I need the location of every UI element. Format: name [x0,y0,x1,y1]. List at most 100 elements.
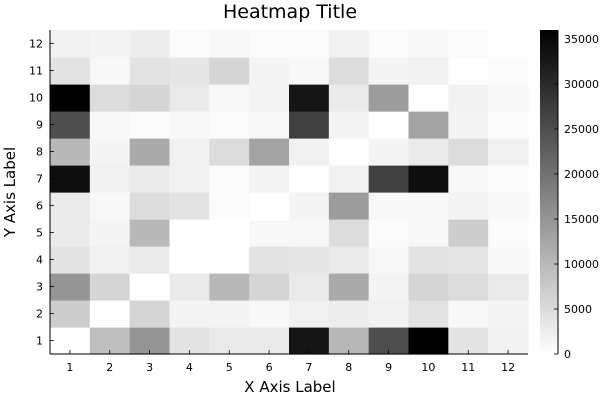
colorbar-gradient [540,30,558,354]
heatmap-cell [129,192,171,220]
heatmap-cell [129,111,171,139]
heatmap-cell [209,57,250,85]
heatmap-cell [249,273,290,301]
y-axis-label: Y Axis Label [1,147,19,238]
heatmap-cell [169,219,210,247]
heatmap-cell [328,138,370,166]
heatmap-cell [328,192,370,220]
heatmap-cell [249,165,290,193]
heatmap-cell [209,219,250,247]
y-tick-label: 2 [36,308,43,321]
heatmap-cell [368,246,410,274]
heatmap-cell [328,84,370,112]
heatmap-cell [89,192,131,220]
heatmap-cell [368,300,410,328]
heatmap-cell [169,57,210,85]
heatmap-cell [169,84,210,112]
heatmap-cell [50,138,91,166]
heatmap-cell [50,57,91,85]
heatmap-cells [50,30,529,355]
heatmap-cell [249,57,290,85]
heatmap-cell [209,111,250,139]
heatmap-cell [448,165,489,193]
heatmap-cell [50,111,91,139]
heatmap-cell [488,138,529,166]
heatmap-cell [488,192,529,220]
heatmap-cell [89,57,131,85]
heatmap-cell [169,192,210,220]
heatmap-cell [169,300,210,328]
x-axis-label: X Axis Label [244,378,335,396]
heatmap-cell [328,57,370,85]
y-tick-label: 3 [36,281,43,294]
heatmap-cell [169,165,210,193]
heatmap-cell [249,192,290,220]
heatmap-cell [249,246,290,274]
heatmap-cell [129,165,171,193]
heatmap-cell [488,165,529,193]
heatmap-cell [368,84,410,112]
heatmap-cell [209,165,250,193]
heatmap-cell [448,30,489,58]
heatmap-cell [89,300,131,328]
heatmap-cell [209,30,250,58]
y-tick-label: 1 [36,335,43,348]
heatmap-cell [408,138,449,166]
heatmap-cell [488,84,529,112]
heatmap-cell [448,138,489,166]
heatmap-cell [249,300,290,328]
colorbar-tick-label: 10000 [564,258,599,271]
heatmap-cell [289,165,330,193]
heatmap-cell [408,57,449,85]
x-tick-label: 11 [461,361,475,374]
heatmap-cell [249,84,290,112]
heatmap-cell [89,138,131,166]
heatmap-cell [328,300,370,328]
heatmap-cell [169,138,210,166]
colorbar-tick-label: 15000 [564,213,599,226]
heatmap-cell [448,273,489,301]
heatmap-cell [50,165,91,193]
heatmap-cell [50,273,91,301]
heatmap-cell [249,219,290,247]
heatmap-cell [488,300,529,328]
colorbar-tick-label: 30000 [564,78,599,91]
heatmap-cell [448,84,489,112]
heatmap-cell [368,165,410,193]
heatmap-cell [289,246,330,274]
heatmap-cell [408,84,449,112]
heatmap-cell [289,84,330,112]
heatmap-cell [169,246,210,274]
heatmap-cell [209,84,250,112]
heatmap-cell [368,138,410,166]
heatmap-cell [209,300,250,328]
heatmap-cell [289,192,330,220]
colorbar-tick-label: 20000 [564,168,599,181]
heatmap-cell [209,192,250,220]
heatmap-cell [488,273,529,301]
heatmap-cell [169,111,210,139]
heatmap-cell [289,111,330,139]
x-tick-label: 4 [186,361,193,374]
heatmap-cell [129,246,171,274]
heatmap-cell [488,219,529,247]
heatmap-cell [89,165,131,193]
heatmap-cell [249,138,290,166]
chart-title: Heatmap Title [223,1,357,23]
heatmap-cell [488,111,529,139]
heatmap-cell [328,273,370,301]
heatmap-cell [448,300,489,328]
heatmap-cell [368,273,410,301]
heatmap-cell [289,57,330,85]
heatmap-cell [50,300,91,328]
heatmap-cell [368,192,410,220]
heatmap-cell [368,111,410,139]
heatmap-cell [129,57,171,85]
heatmap-cell [129,219,171,247]
heatmap-cell [448,246,489,274]
colorbar-tick-label: 5000 [564,303,592,316]
heatmap-cell [89,111,131,139]
heatmap-cell [289,219,330,247]
